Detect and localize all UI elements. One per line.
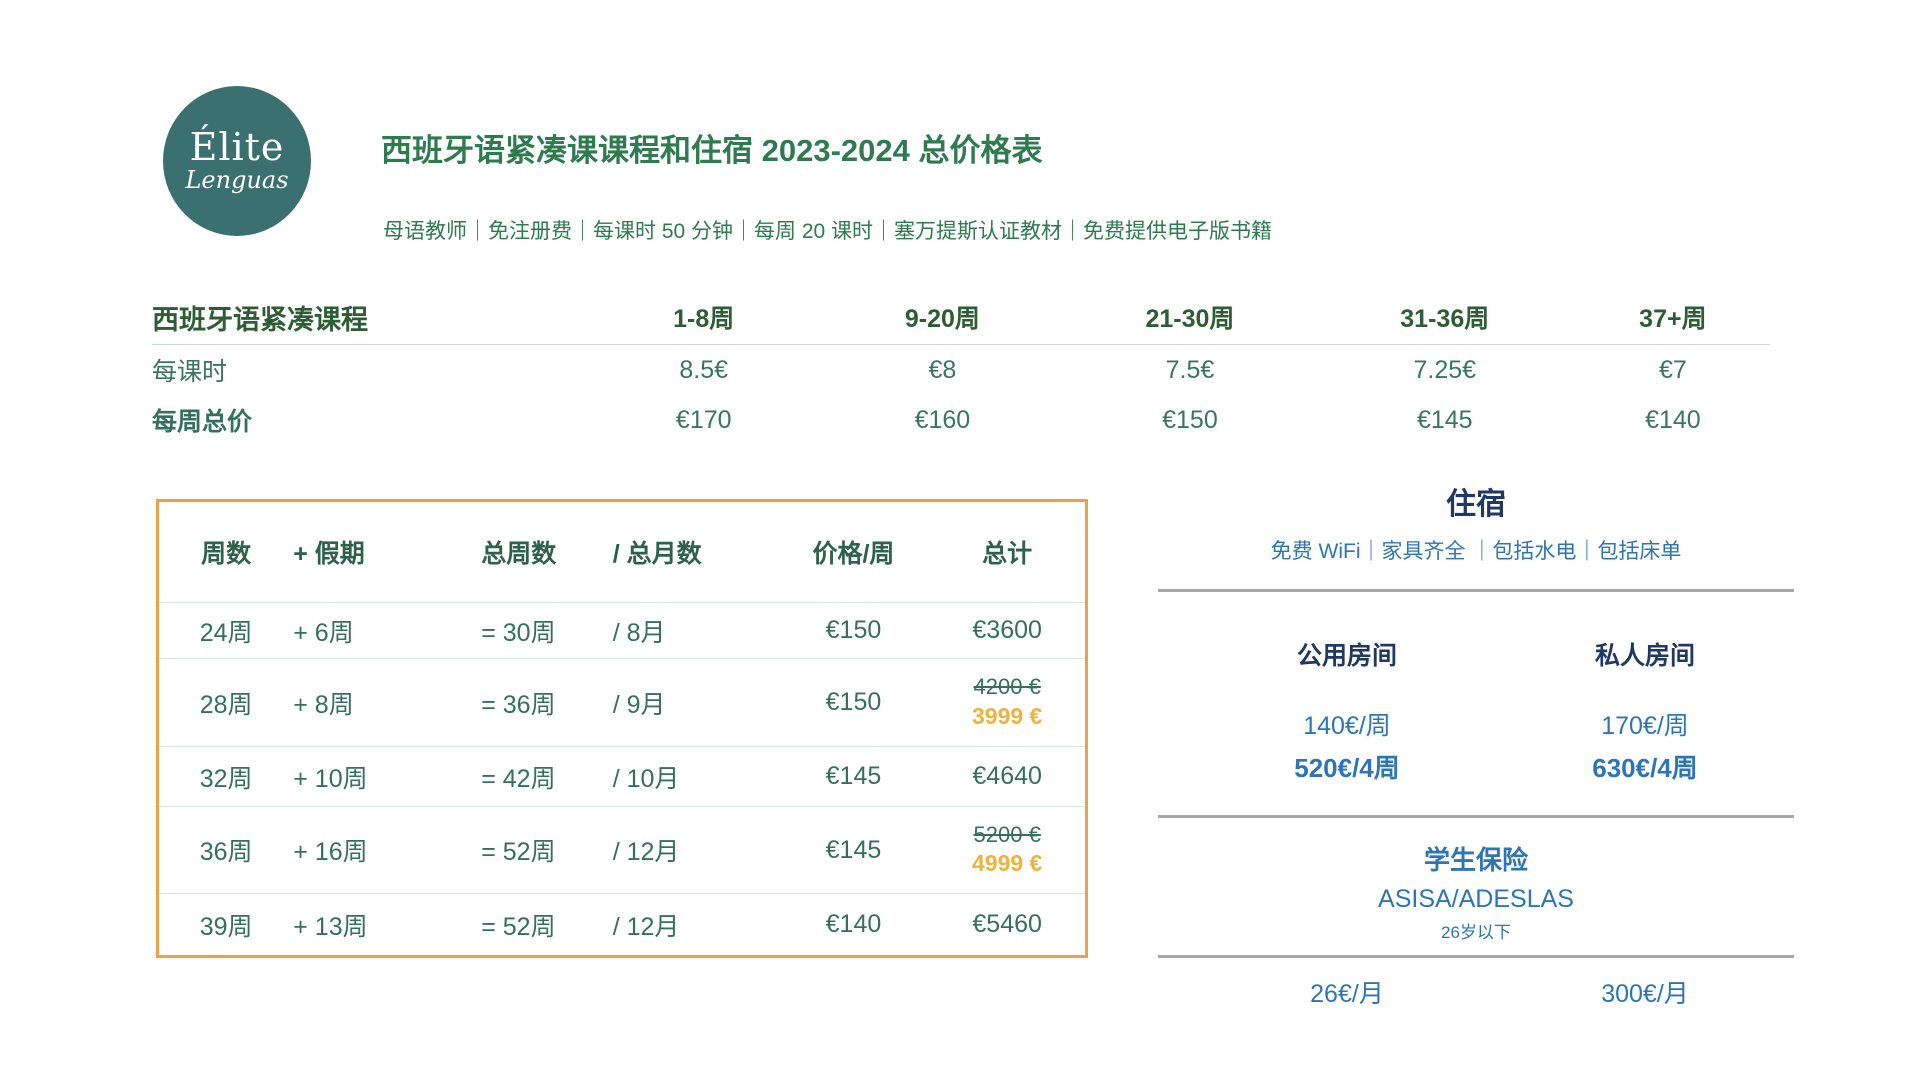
accommodation-features: 免费 WiFi｜家具齐全 ｜包括水电｜包括床单 [1270, 540, 1682, 563]
price-cell: 7.5€ [1165, 355, 1215, 384]
price-per-week-row: 每周总价 €170 €160 €150 €145 €140 [152, 395, 1770, 445]
weeks-cell: 36周 [199, 838, 253, 866]
months-cell: / 10月 [612, 764, 680, 793]
room-type: 公用房间 [1296, 642, 1397, 670]
accommodation-title: 住宿 [1446, 488, 1506, 521]
package-row: 24周 + 6周 = 30周 / 8月 €150 €3600 [159, 602, 1085, 658]
price-cell: €140 [1645, 405, 1701, 434]
insurance-provider: ASISA/ADESLAS [1378, 885, 1574, 913]
room-4week-price: 520€/4周 [1294, 753, 1400, 783]
months-cell: / 12月 [612, 838, 680, 866]
months-cell: / 9月 [612, 690, 666, 719]
price-per-week-cell: €145 [825, 835, 882, 864]
room-4week-price: 630€/4周 [1592, 753, 1698, 783]
insurance-title: 学生保险 [1423, 845, 1528, 875]
months-cell: / 8月 [612, 618, 666, 647]
col-header-weeks: 周数 [201, 540, 252, 568]
price-cell: €8 [928, 355, 957, 384]
holidays-cell: + 10周 [293, 764, 368, 793]
price-cell: 8.5€ [679, 355, 729, 384]
price-cell: €7 [1658, 355, 1687, 384]
insurance-age-note: 26岁以下 [1441, 923, 1511, 942]
school-logo: Élite Lenguas [163, 86, 311, 236]
insurance-price-monthly: 26€/月 [1310, 980, 1384, 1008]
room-weekly-price: 140€/周 [1303, 712, 1391, 740]
course-price-table: 西班牙语紧凑课程 1-8周 9-20周 21-30周 31-36周 37+周 每… [152, 290, 1770, 445]
total-weeks-cell: = 30周 [481, 618, 556, 647]
package-row: 39周 + 13周 = 52周 / 12月 €140 €5460 [159, 893, 1085, 955]
col-header-holidays: + 假期 [293, 540, 365, 568]
package-row: 28周 + 8周 = 36周 / 9月 €150 4200 € 3999 € [159, 658, 1085, 746]
private-room-column: 私人房间 170€/周 630€/4周 [1496, 636, 1794, 785]
price-cell: €160 [914, 405, 971, 434]
total-weeks-cell: = 52周 [481, 838, 556, 866]
col-header-total: 总计 [982, 540, 1033, 568]
weeks-cell: 32周 [199, 764, 253, 793]
weeks-cell: 39周 [199, 912, 253, 941]
price-per-lesson-row: 每课时 8.5€ €8 7.5€ 7.25€ €7 [152, 345, 1770, 395]
weeks-cell: 24周 [199, 618, 253, 647]
price-per-week-cell: €150 [825, 688, 882, 716]
row-label: 每课时 [152, 358, 228, 386]
total-cell: €5460 [972, 910, 1042, 938]
holidays-cell: + 8周 [293, 690, 354, 719]
total-cell: €3600 [972, 616, 1042, 644]
col-header-total-months: / 总月数 [612, 540, 702, 568]
page-subtitle: 母语教师｜免注册费｜每课时 50 分钟｜每周 20 课时｜塞万提斯认证教材｜免费… [383, 220, 1273, 243]
col-header-price-per-week: 价格/周 [812, 540, 895, 568]
total-weeks-cell: = 52周 [481, 912, 556, 941]
total-weeks-cell: = 36周 [481, 690, 556, 719]
package-row: 32周 + 10周 = 42周 / 10月 €145 €4640 [159, 746, 1085, 806]
period-header: 1-8周 [673, 305, 735, 333]
total-cell: €4640 [972, 762, 1042, 790]
shared-room-column: 公用房间 140€/周 520€/4周 [1198, 636, 1496, 785]
price-cell: €150 [1162, 405, 1218, 434]
period-header: 21-30周 [1145, 305, 1235, 333]
period-header: 37+周 [1639, 305, 1707, 333]
price-cell: 7.25€ [1413, 355, 1477, 384]
divider [1158, 815, 1794, 818]
row-label: 每周总价 [152, 408, 253, 436]
room-type: 私人房间 [1594, 642, 1695, 670]
period-header: 31-36周 [1400, 305, 1490, 333]
price-per-week-cell: €150 [825, 616, 882, 644]
logo-name: Élite [189, 125, 285, 170]
logo-subname: Lenguas [185, 165, 289, 194]
weeks-cell: 28周 [199, 690, 253, 719]
discount-price: 3999 € [971, 702, 1043, 729]
price-cell: €170 [675, 405, 732, 434]
price-per-week-cell: €145 [825, 762, 882, 790]
old-price: 5200 € [973, 821, 1041, 847]
divider [1158, 955, 1794, 958]
price-per-week-cell: €140 [825, 910, 882, 938]
accommodation-panel: 住宿 免费 WiFi｜家具齐全 ｜包括水电｜包括床单 公用房间 140€/周 5… [1158, 479, 1794, 1010]
total-cell-discounted: 4200 € 3999 € [929, 673, 1085, 731]
insurance-price-annual: 300€/月 [1601, 980, 1689, 1008]
insurance-prices: 26€/月 300€/月 [1158, 974, 1794, 1010]
holidays-cell: + 6周 [293, 618, 354, 647]
total-cell-discounted: 5200 € 4999 € [929, 821, 1085, 879]
divider [1158, 589, 1794, 592]
course-table-title: 西班牙语紧凑课程 [152, 304, 368, 335]
old-price: 4200 € [973, 674, 1041, 700]
package-table-header-row: 周数 + 假期 总周数 / 总月数 价格/周 总计 [159, 502, 1085, 602]
course-table-header-row: 西班牙语紧凑课程 1-8周 9-20周 21-30周 31-36周 37+周 [152, 290, 1770, 345]
holidays-cell: + 13周 [293, 912, 368, 941]
room-prices: 公用房间 140€/周 520€/4周 私人房间 170€/周 630€/4周 [1158, 636, 1794, 785]
col-header-total-weeks: 总周数 [481, 540, 557, 568]
room-weekly-price: 170€/周 [1601, 712, 1689, 740]
period-header: 9-20周 [904, 305, 980, 333]
discount-price: 4999 € [971, 850, 1043, 877]
total-weeks-cell: = 42周 [481, 764, 556, 793]
package-row: 36周 + 16周 = 52周 / 12月 €145 5200 € 4999 € [159, 806, 1085, 893]
months-cell: / 12月 [612, 912, 680, 941]
price-cell: €145 [1416, 405, 1473, 434]
holidays-cell: + 16周 [293, 838, 368, 866]
package-price-table: 周数 + 假期 总周数 / 总月数 价格/周 总计 24周 + 6周 = 30周… [156, 499, 1088, 958]
page-title: 西班牙语紧凑课课程和住宿 2023-2024 总价格表 [381, 133, 1043, 168]
